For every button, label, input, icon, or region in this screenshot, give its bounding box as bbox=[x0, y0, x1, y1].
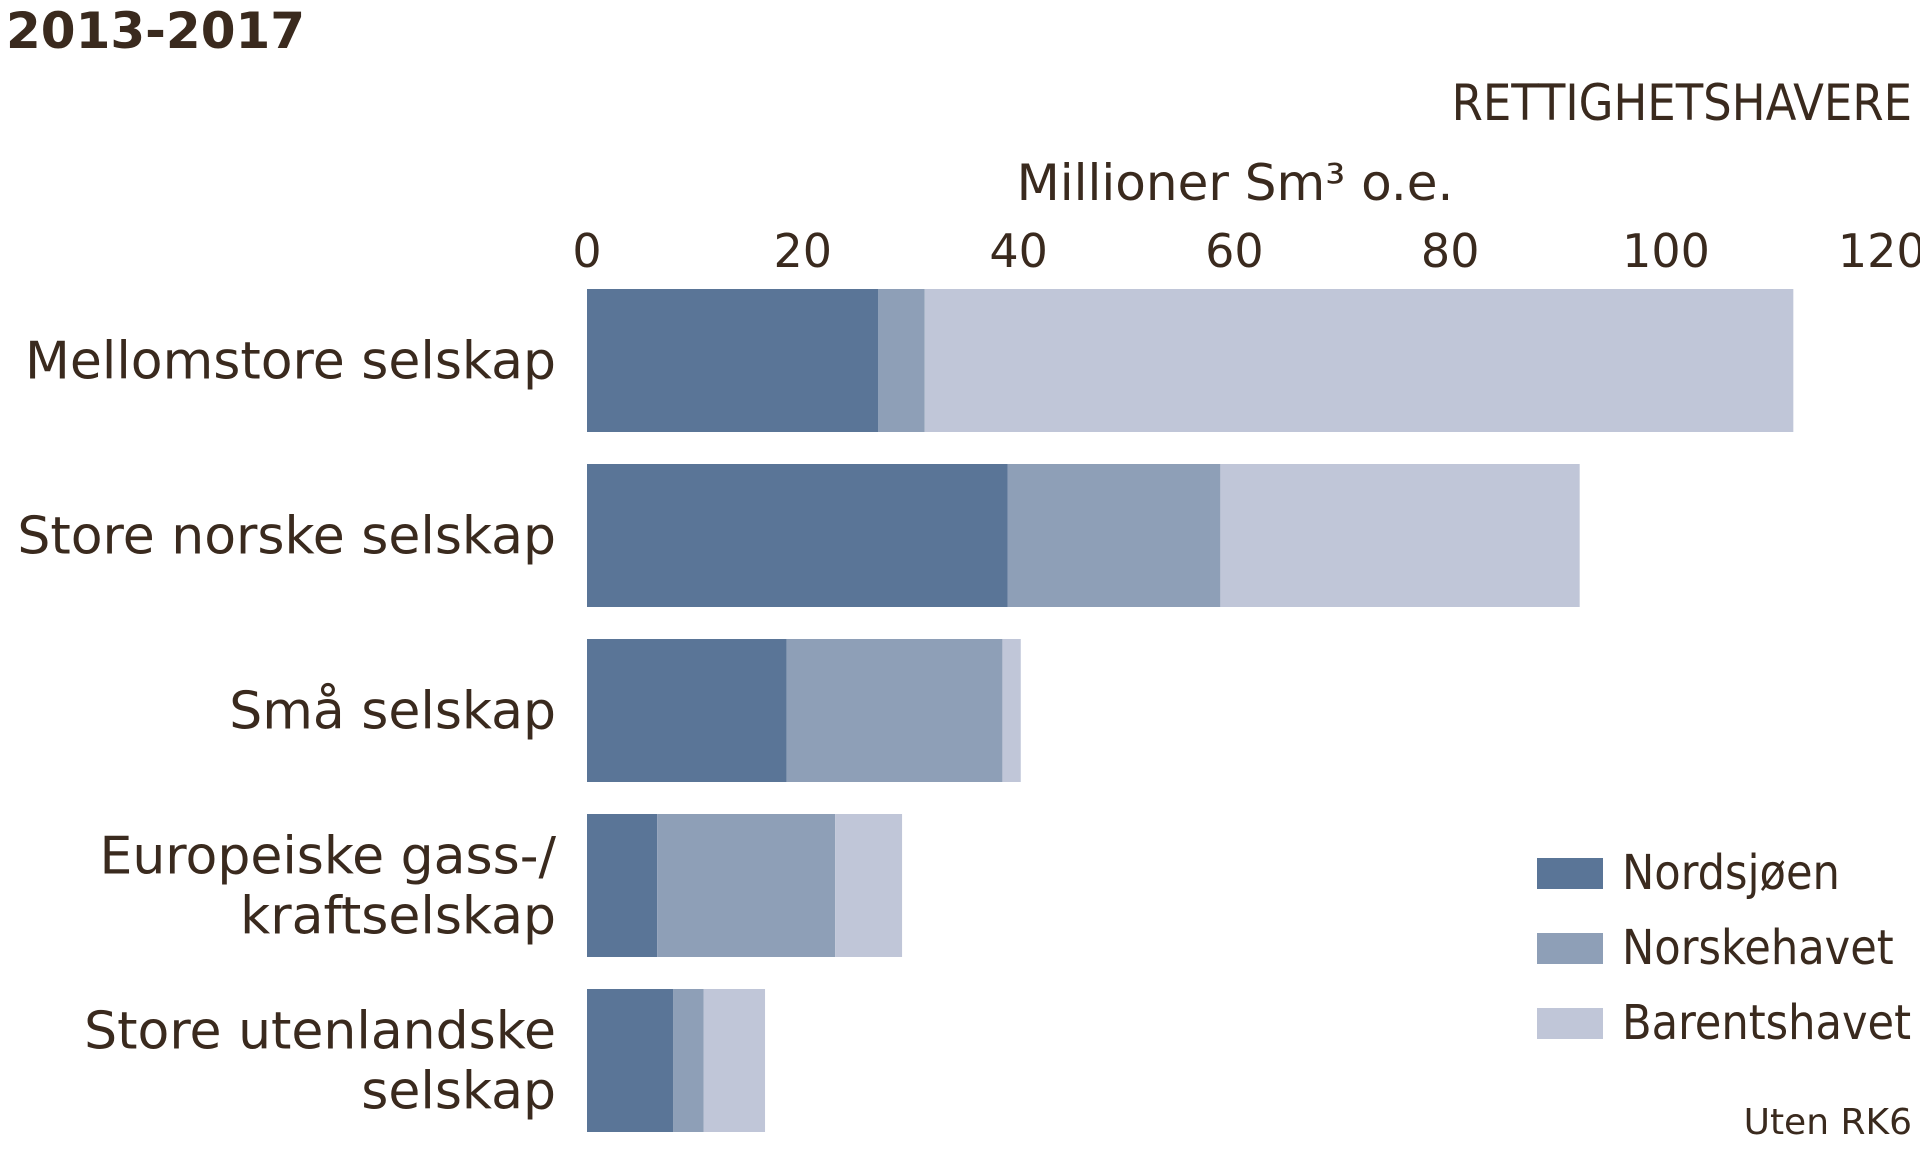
legend-swatch bbox=[1537, 1008, 1603, 1039]
chart-note: Uten RK6 bbox=[1744, 1102, 1912, 1143]
x-tick-label: 100 bbox=[1622, 224, 1710, 278]
bar-segment bbox=[878, 289, 925, 432]
category-label: Mellomstore selskap bbox=[25, 332, 556, 392]
bar-segment bbox=[587, 464, 1008, 607]
bar-segment bbox=[835, 814, 903, 957]
bar-segment bbox=[587, 639, 787, 782]
category-label: Europeiske gass-/ bbox=[99, 827, 556, 887]
x-axis-ticks: 0 20 40 60 80 100 120 bbox=[572, 224, 1920, 278]
x-tick-label: 20 bbox=[774, 224, 833, 278]
bar-segment bbox=[703, 989, 766, 1132]
legend-label: Norskehavet bbox=[1622, 920, 1894, 976]
bar-segment bbox=[1002, 639, 1021, 782]
category-labels: Mellomstore selskap Store norske selskap S… bbox=[17, 332, 556, 1122]
category-label: Store norske selskap bbox=[17, 507, 556, 567]
x-tick-label: 120 bbox=[1838, 224, 1920, 278]
x-tick-label: 40 bbox=[989, 224, 1048, 278]
bar-segment bbox=[924, 289, 1794, 432]
chart-subtitle: RETTIGHETSHAVERE bbox=[1452, 74, 1912, 132]
legend-label: Barentshavet bbox=[1622, 995, 1911, 1051]
bar-segment bbox=[657, 814, 836, 957]
legend: Nordsjøen Norskehavet Barentshavet bbox=[1537, 845, 1911, 1051]
bar-segment bbox=[587, 989, 674, 1132]
bar-segment bbox=[786, 639, 1003, 782]
bar-segment bbox=[587, 289, 879, 432]
legend-label: Nordsjøen bbox=[1622, 845, 1840, 901]
x-tick-label: 0 bbox=[572, 224, 601, 278]
bar-segment bbox=[1007, 464, 1221, 607]
category-label: selskap bbox=[361, 1062, 556, 1122]
x-tick-label: 80 bbox=[1421, 224, 1480, 278]
category-label: Små selskap bbox=[229, 682, 556, 742]
bars bbox=[587, 289, 1794, 1132]
bar-segment bbox=[673, 989, 704, 1132]
legend-swatch bbox=[1537, 933, 1603, 964]
x-tick-label: 60 bbox=[1205, 224, 1264, 278]
x-axis-label: Millioner Sm³ o.e. bbox=[1017, 154, 1454, 212]
bar-segment bbox=[1220, 464, 1580, 607]
chart-title: 2013-2017 bbox=[6, 2, 305, 60]
category-label: Store utenlandske bbox=[84, 1002, 556, 1062]
legend-swatch bbox=[1537, 858, 1603, 889]
bar-segment bbox=[587, 814, 658, 957]
category-label: kraftselskap bbox=[240, 887, 556, 947]
